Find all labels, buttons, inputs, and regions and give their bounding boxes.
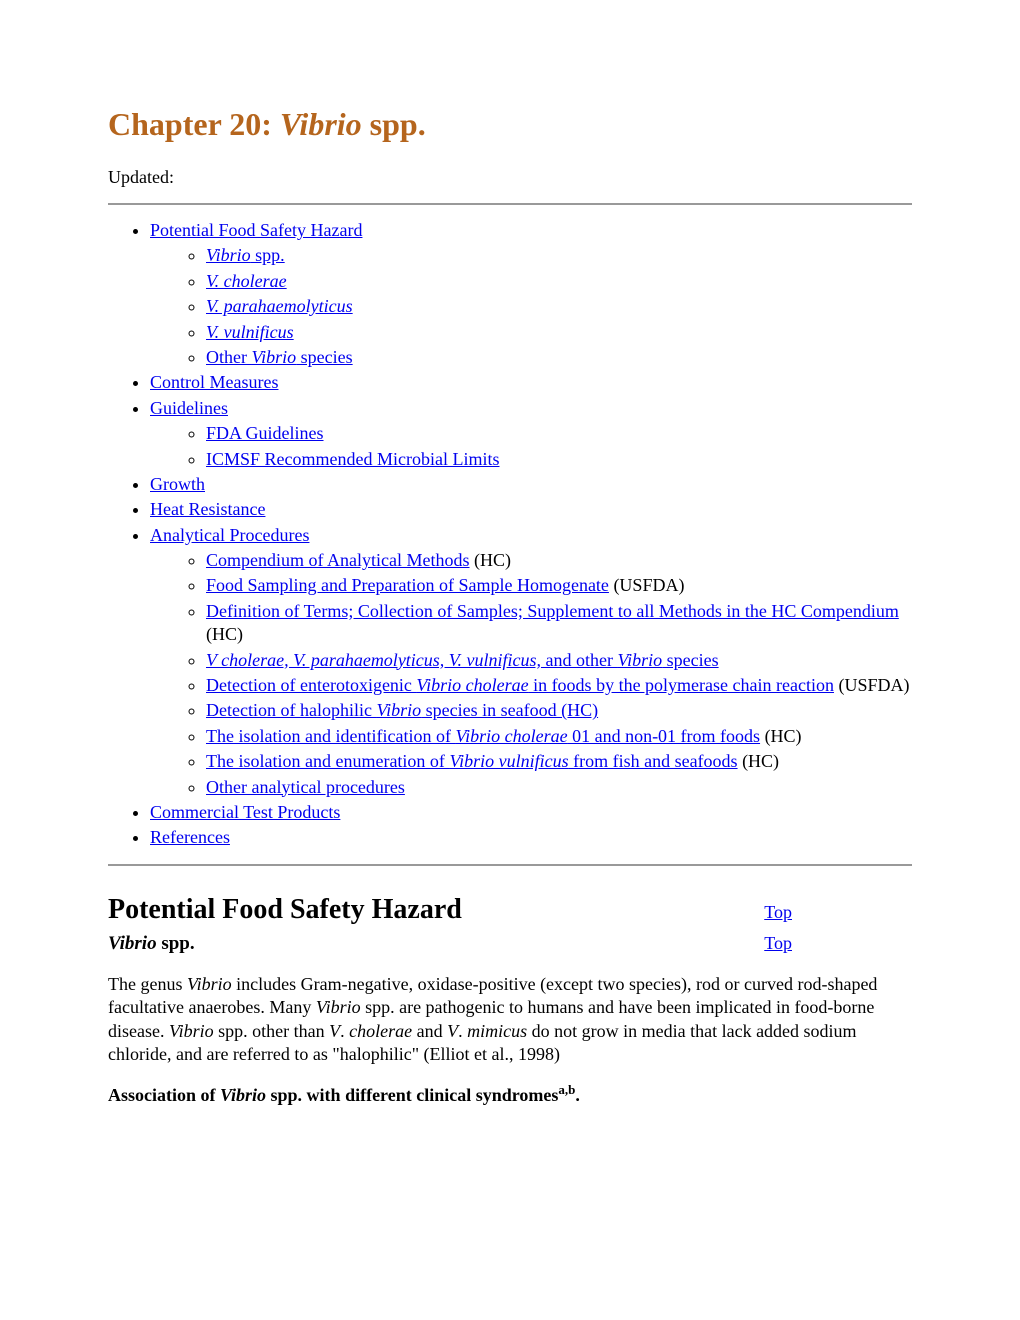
toc-link-heat-resistance[interactable]: Heat Resistance <box>150 499 265 519</box>
toc-link-growth[interactable]: Growth <box>150 474 205 494</box>
toc-link-fda-guidelines[interactable]: FDA Guidelines <box>206 423 324 443</box>
divider-top <box>108 203 912 205</box>
section-heading: Potential Food Safety Hazard <box>108 892 462 928</box>
updated-label: Updated: <box>108 166 912 189</box>
toc-link-guidelines[interactable]: Guidelines <box>150 398 228 418</box>
toc-link-other-vibrio[interactable]: Other Vibrio species <box>206 347 353 367</box>
toc-link-v-vulnificus[interactable]: V. vulnificus <box>206 322 294 342</box>
toc-link-detection-entero[interactable]: Detection of enterotoxigenic Vibrio chol… <box>206 675 834 695</box>
toc-item: Commercial Test Products <box>150 801 912 824</box>
toc-link-control-measures[interactable]: Control Measures <box>150 372 278 392</box>
toc-suffix: (HC) <box>206 624 243 644</box>
toc-subitem: ICMSF Recommended Microbial Limits <box>206 448 912 471</box>
toc-subitem: Detection of halophilic Vibrio species i… <box>206 699 912 722</box>
toc-link-references[interactable]: References <box>150 827 230 847</box>
section-subheading: Vibrio spp. <box>108 932 195 957</box>
toc-item: Heat Resistance <box>150 498 912 521</box>
toc-subitem: The isolation and enumeration of Vibrio … <box>206 750 912 773</box>
toc-link-isolation-vc[interactable]: The isolation and identification of Vibr… <box>206 726 760 746</box>
toc-link-other-analytical[interactable]: Other analytical procedures <box>206 777 405 797</box>
toc-link-v-cholerae[interactable]: V. cholerae <box>206 271 287 291</box>
toc-link-definition-terms[interactable]: Definition of Terms; Collection of Sampl… <box>206 601 899 621</box>
toc-link-commercial-test[interactable]: Commercial Test Products <box>150 802 340 822</box>
toc-link-detection-halo[interactable]: Detection of halophilic Vibrio species i… <box>206 700 598 720</box>
toc-subitem: V cholerae, V. parahaemolyticus, V. vuln… <box>206 649 912 672</box>
toc-subitem: Vibrio spp. <box>206 244 912 267</box>
association-heading: Association of Vibrio spp. with differen… <box>108 1082 912 1107</box>
toc-item: Control Measures <box>150 371 912 394</box>
toc-link-analytical-procedures[interactable]: Analytical Procedures <box>150 525 309 545</box>
toc-subitem: Compendium of Analytical Methods (HC) <box>206 549 912 572</box>
body-paragraph: The genus Vibrio includes Gram-negative,… <box>108 973 912 1067</box>
toc-link-v-parahaemolyticus[interactable]: V. parahaemolyticus <box>206 296 353 316</box>
toc-link-potential-hazard[interactable]: Potential Food Safety Hazard <box>150 220 362 240</box>
toc-suffix: (HC) <box>469 550 511 570</box>
divider-section <box>108 864 912 866</box>
toc-suffix: (HC) <box>738 751 780 771</box>
toc-link-compendium[interactable]: Compendium of Analytical Methods <box>206 550 469 570</box>
top-link[interactable]: Top <box>764 901 912 924</box>
toc-suffix: (USFDA) <box>609 575 685 595</box>
toc-subitem: Food Sampling and Preparation of Sample … <box>206 574 912 597</box>
toc-subitem: FDA Guidelines <box>206 422 912 445</box>
toc-link-vcholerae-other[interactable]: V cholerae, V. parahaemolyticus, V. vuln… <box>206 650 719 670</box>
toc-subitem: Definition of Terms; Collection of Sampl… <box>206 600 912 647</box>
toc-item: Growth <box>150 473 912 496</box>
toc-subitem: Other analytical procedures <box>206 776 912 799</box>
title-suffix: spp. <box>362 106 426 142</box>
toc-subitem: V. vulnificus <box>206 321 912 344</box>
toc-item: Analytical Procedures Compendium of Anal… <box>150 524 912 799</box>
toc-item: Guidelines FDA Guidelines ICMSF Recommen… <box>150 397 912 471</box>
toc-subitem: The isolation and identification of Vibr… <box>206 725 912 748</box>
toc-suffix: (HC) <box>760 726 802 746</box>
toc-link-vibrio-spp[interactable]: Vibrio spp. <box>206 245 285 265</box>
top-link[interactable]: Top <box>764 932 912 955</box>
toc-item: References <box>150 826 912 849</box>
toc-subitem: V. cholerae <box>206 270 912 293</box>
toc-link-food-sampling[interactable]: Food Sampling and Preparation of Sample … <box>206 575 609 595</box>
toc-subitem: Detection of enterotoxigenic Vibrio chol… <box>206 674 912 697</box>
toc-list: Potential Food Safety Hazard Vibrio spp.… <box>108 219 912 850</box>
toc-subitem: Other Vibrio species <box>206 346 912 369</box>
toc-item: Potential Food Safety Hazard Vibrio spp.… <box>150 219 912 369</box>
superscript: a,b <box>558 1082 575 1097</box>
page-title: Chapter 20: Vibrio spp. <box>108 104 912 146</box>
toc-suffix: (USFDA) <box>834 675 910 695</box>
toc-link-icmsf[interactable]: ICMSF Recommended Microbial Limits <box>206 449 499 469</box>
toc-subitem: V. parahaemolyticus <box>206 295 912 318</box>
title-prefix: Chapter 20: <box>108 106 280 142</box>
title-em: Vibrio <box>280 106 362 142</box>
toc-link-isolation-vv[interactable]: The isolation and enumeration of Vibrio … <box>206 751 738 771</box>
